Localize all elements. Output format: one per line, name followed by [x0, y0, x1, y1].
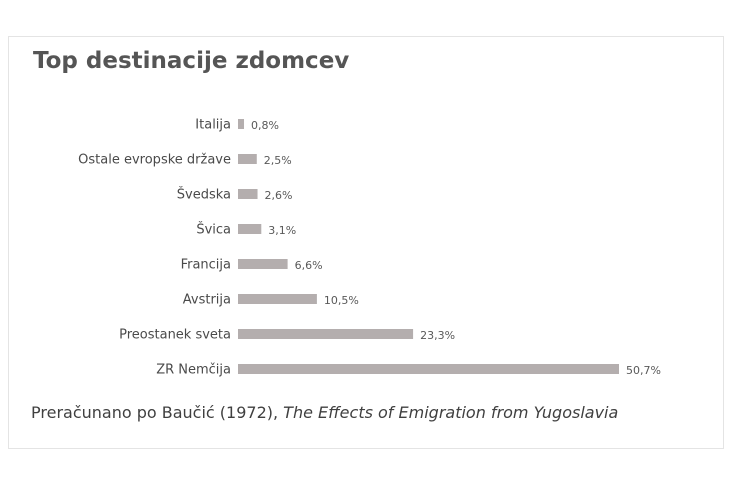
- category-label: Ostale evropske države: [78, 153, 231, 168]
- data-label: 6,6%: [295, 259, 323, 272]
- bar: [238, 154, 257, 164]
- data-label: 50,7%: [626, 364, 661, 377]
- data-label: 0,8%: [251, 119, 279, 132]
- category-label: Preostanek sveta: [119, 328, 231, 343]
- bar: [238, 259, 288, 269]
- category-label: Francija: [181, 258, 231, 273]
- category-label: Švedska: [177, 187, 231, 203]
- bar: [238, 189, 258, 199]
- bar: [238, 119, 245, 129]
- bar: [238, 294, 317, 304]
- caption-title: The Effects of Emigration from Yugoslavi…: [283, 403, 619, 422]
- caption-text: Preračunano po Baučić (1972),: [31, 403, 284, 422]
- bars-layer: Italija 0,8% Ostale evropske države 2,5% Šve…: [78, 118, 661, 378]
- chart-card: Top destinacije zdomcev Italija 0,8% Ostal…: [8, 36, 724, 449]
- data-label: 23,3%: [420, 329, 455, 342]
- bar: [238, 364, 619, 374]
- category-label: Avstrija: [183, 293, 231, 308]
- category-label: ZR Nemčija: [156, 363, 231, 378]
- data-label: 2,6%: [265, 189, 293, 202]
- bar: [238, 224, 262, 234]
- source-caption: Preračunano po Baučić (1972), The Effect…: [31, 403, 618, 422]
- bar-chart: Italija 0,8% Ostale evropske države 2,5% Šve…: [78, 118, 661, 378]
- data-label: 3,1%: [268, 224, 296, 237]
- bar: [238, 329, 414, 339]
- category-label: Italija: [195, 118, 231, 133]
- data-label: 10,5%: [324, 294, 359, 307]
- data-label: 2,5%: [264, 154, 292, 167]
- chart-title: Top destinacije zdomcev: [33, 48, 350, 74]
- category-label: Švica: [196, 222, 231, 238]
